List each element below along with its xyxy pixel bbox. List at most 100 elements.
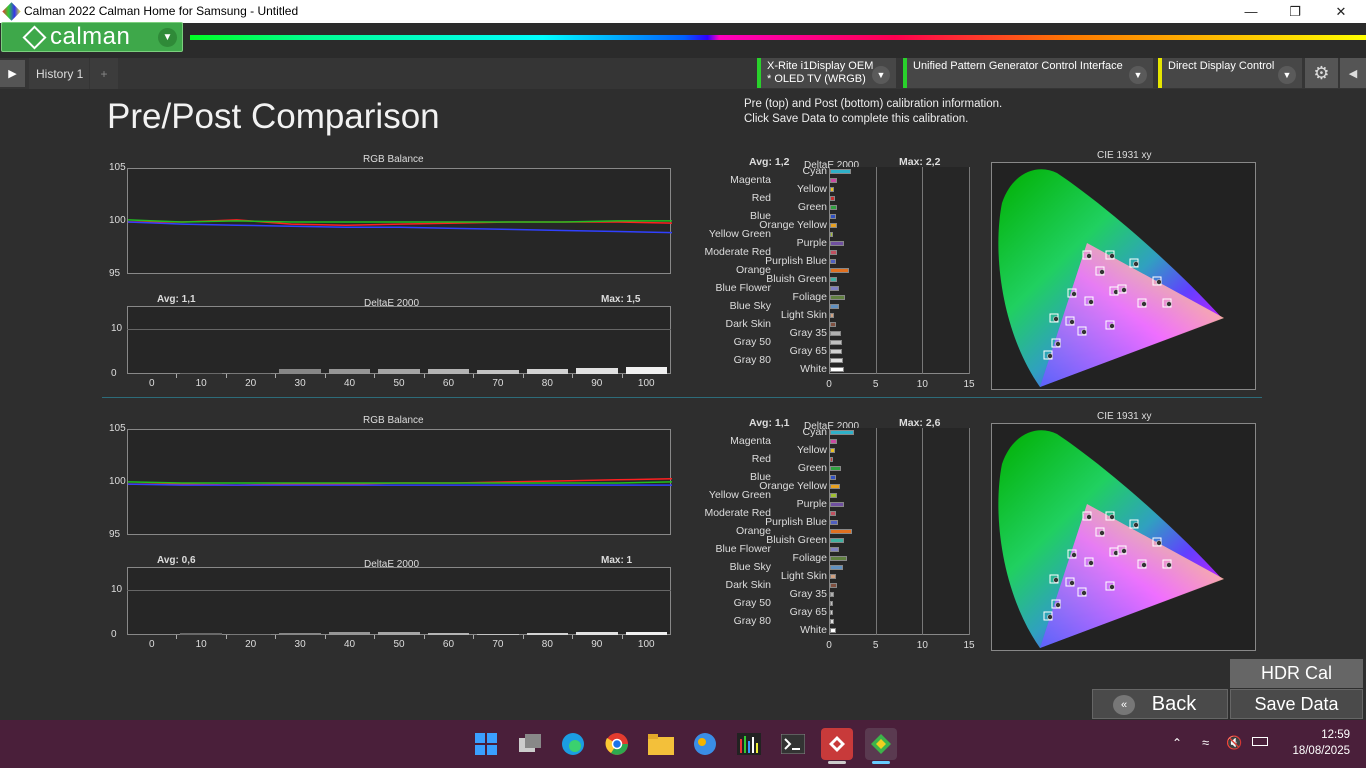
- minimize-button[interactable]: —: [1244, 4, 1258, 19]
- rgb-balance-title: RGB Balance: [363, 415, 424, 426]
- battery-icon[interactable]: [1252, 737, 1268, 746]
- terminal-icon[interactable]: [777, 728, 809, 760]
- deltae-hbar: [830, 466, 842, 471]
- row-label: Gray 65: [789, 605, 827, 618]
- wifi-icon[interactable]: ≈: [1202, 735, 1210, 750]
- save-data-label: Save Data: [1254, 693, 1339, 714]
- save-data-button[interactable]: Save Data: [1230, 689, 1363, 719]
- chevron-down-icon[interactable]: ▼: [1278, 66, 1296, 84]
- row-label: White: [800, 362, 827, 375]
- deltae-bar: [576, 368, 618, 374]
- pattern-generator-selector[interactable]: Unified Pattern Generator Control Interf…: [903, 58, 1153, 88]
- deltae-bar: [229, 373, 272, 374]
- rgb-series-line: [128, 219, 672, 223]
- cie-measured-marker: [1088, 299, 1094, 305]
- deltae-max: Max: 1,5: [601, 294, 641, 305]
- deltae-hbar: [830, 457, 833, 462]
- cie-measured-marker: [1109, 253, 1115, 259]
- y-tick-label: 100: [109, 215, 126, 226]
- deltae-hbar: [830, 259, 836, 264]
- deltae-plot: [127, 306, 671, 374]
- deltae-title: DeltaE 2000: [364, 559, 420, 570]
- deltae-avg: Avg: 1,2: [749, 156, 790, 168]
- row-label: Purple: [796, 236, 827, 249]
- x-tick-label: 0: [148, 378, 155, 389]
- deltae-hbar: [830, 232, 833, 237]
- cie-measured-marker: [1141, 562, 1147, 568]
- x-tick-label: 5: [872, 640, 879, 651]
- x-tick-mark: [423, 374, 425, 378]
- calman-menu-button[interactable]: calman ▼: [1, 22, 183, 52]
- chrome-icon[interactable]: [601, 728, 633, 760]
- browser-icon[interactable]: [689, 728, 721, 760]
- grid-line: [969, 428, 970, 635]
- window-title: Calman 2022 Calman Home for Samsung - Un…: [24, 4, 299, 18]
- cie-measured-marker: [1099, 269, 1105, 275]
- maximize-button[interactable]: ❐: [1289, 3, 1301, 19]
- hdr-cal-label: HDR Cal: [1260, 663, 1332, 683]
- add-tab-button[interactable]: +: [90, 58, 118, 89]
- chevron-down-icon[interactable]: ▼: [158, 28, 177, 47]
- grid-line: [969, 167, 970, 374]
- windows-start-icon[interactable]: [470, 728, 502, 760]
- row-label: Gray 80: [733, 353, 771, 366]
- cie-measured-marker: [1088, 560, 1094, 566]
- rgb-series-line: [128, 481, 672, 484]
- calman-icon[interactable]: [865, 728, 897, 760]
- x-tick-mark: [572, 374, 574, 378]
- deltae-hbar: [830, 529, 853, 534]
- deltae-hbar: [830, 322, 836, 327]
- meter-device-selector[interactable]: X-Rite i1Display OEM * OLED TV (WRGB) ▼: [757, 58, 896, 88]
- deltae-avg: Avg: 1,1: [749, 417, 790, 429]
- deltae-hbar: [830, 583, 838, 588]
- cie-measured-marker: [1047, 353, 1053, 359]
- add-tab-label: +: [100, 66, 108, 81]
- x-tick-label: 100: [637, 378, 655, 389]
- edge-icon[interactable]: [557, 728, 589, 760]
- row-label: Gray 80: [733, 614, 771, 627]
- tab-history-1[interactable]: History 1: [29, 58, 89, 89]
- chevron-up-icon[interactable]: ⌃: [1172, 736, 1183, 750]
- deltae-bar: [279, 369, 321, 374]
- back-button[interactable]: « Back: [1092, 689, 1228, 719]
- cie-measured-marker: [1141, 301, 1147, 307]
- deltae-bar: [279, 633, 321, 635]
- row-label: Bluish Green: [766, 272, 827, 285]
- x-tick-mark: [522, 374, 524, 378]
- chevron-down-icon[interactable]: ▼: [872, 66, 890, 84]
- close-button[interactable]: ✕: [1335, 3, 1347, 19]
- play-icon[interactable]: ▶: [0, 60, 25, 87]
- row-label: Light Skin: [780, 308, 827, 321]
- rainbow-bar: [190, 35, 1366, 40]
- x-tick-mark: [473, 635, 475, 639]
- rgb-series-line: [128, 483, 672, 486]
- x-tick-label: 30: [294, 639, 306, 650]
- cie-plot: [991, 423, 1256, 651]
- deltae-bar: [378, 368, 420, 374]
- cie-measured-marker: [1047, 614, 1053, 620]
- y-tick-label: 10: [111, 583, 123, 595]
- task-view-icon[interactable]: [514, 728, 546, 760]
- deltae-hbar: [830, 520, 839, 525]
- collapse-icon[interactable]: ◀: [1340, 58, 1366, 88]
- charts-area: RGB Balance 95 100 105 RGB Balance 95 100 105 De…: [109, 150, 1256, 651]
- volume-muted-icon[interactable]: 🔇: [1226, 735, 1243, 750]
- anydesk-icon[interactable]: [821, 728, 853, 760]
- deltae-hbar: [830, 574, 836, 579]
- gear-icon[interactable]: ⚙: [1305, 58, 1338, 88]
- hdr-cal-button[interactable]: HDR Cal: [1230, 659, 1363, 688]
- row-label: Gray 50: [733, 335, 771, 348]
- row-label: Bluish Green: [766, 533, 827, 546]
- cie-plot: [991, 162, 1256, 390]
- gamut-triangle: [1040, 243, 1224, 387]
- back-label: Back: [1151, 692, 1197, 715]
- display-control-selector[interactable]: Direct Display Control ▼: [1158, 58, 1302, 88]
- chevron-down-icon[interactable]: ▼: [1129, 66, 1147, 84]
- cie-measured-marker: [1053, 316, 1059, 322]
- file-explorer-icon[interactable]: [645, 728, 677, 760]
- clock-time[interactable]: 12:59: [1321, 729, 1350, 741]
- chart-app-icon[interactable]: [733, 728, 765, 760]
- clock-date[interactable]: 18/08/2025: [1292, 745, 1350, 757]
- deltae-hbar: [830, 340, 843, 345]
- row-label: Red: [751, 452, 771, 465]
